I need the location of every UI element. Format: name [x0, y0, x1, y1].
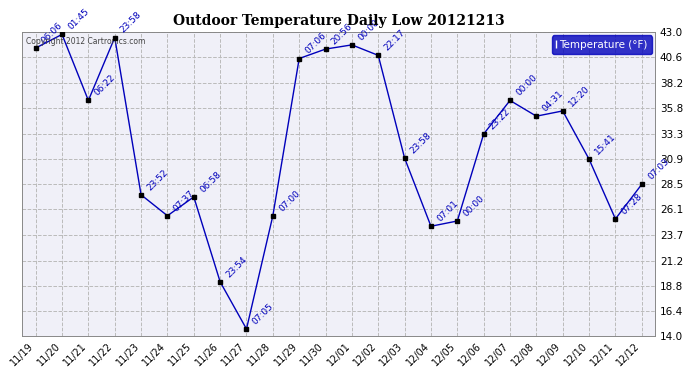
Text: 07:05: 07:05	[250, 302, 275, 326]
Legend: Temperature (°F): Temperature (°F)	[552, 35, 652, 54]
Text: Copyright 2012 Cartronics.com: Copyright 2012 Cartronics.com	[26, 37, 145, 46]
Text: 15:41: 15:41	[593, 132, 618, 156]
Text: 00:00: 00:00	[356, 18, 381, 42]
Text: 23:58: 23:58	[119, 10, 144, 35]
Text: 23:54: 23:54	[224, 255, 249, 279]
Text: 07:01: 07:01	[435, 199, 460, 223]
Text: 07:06: 07:06	[304, 31, 328, 56]
Text: 07:03: 07:03	[646, 157, 671, 182]
Text: 07:37: 07:37	[172, 188, 196, 213]
Text: 23:52: 23:52	[146, 168, 170, 192]
Text: 22:17: 22:17	[382, 28, 407, 53]
Text: 23:22: 23:22	[488, 107, 512, 131]
Text: 12:20: 12:20	[567, 84, 591, 108]
Title: Outdoor Temperature Daily Low 20121213: Outdoor Temperature Daily Low 20121213	[173, 14, 504, 28]
Text: 06:58: 06:58	[198, 170, 223, 194]
Text: 00:00: 00:00	[514, 73, 539, 98]
Text: 06:22: 06:22	[92, 73, 117, 98]
Text: 04:31: 04:31	[540, 89, 565, 113]
Text: 01:45: 01:45	[66, 7, 91, 32]
Text: 00:00: 00:00	[462, 194, 486, 218]
Text: 20:56: 20:56	[330, 22, 354, 46]
Text: 07:28: 07:28	[620, 192, 644, 216]
Text: 06:06: 06:06	[40, 21, 64, 45]
Text: 23:58: 23:58	[408, 131, 433, 155]
Text: 07:00: 07:00	[277, 188, 302, 213]
